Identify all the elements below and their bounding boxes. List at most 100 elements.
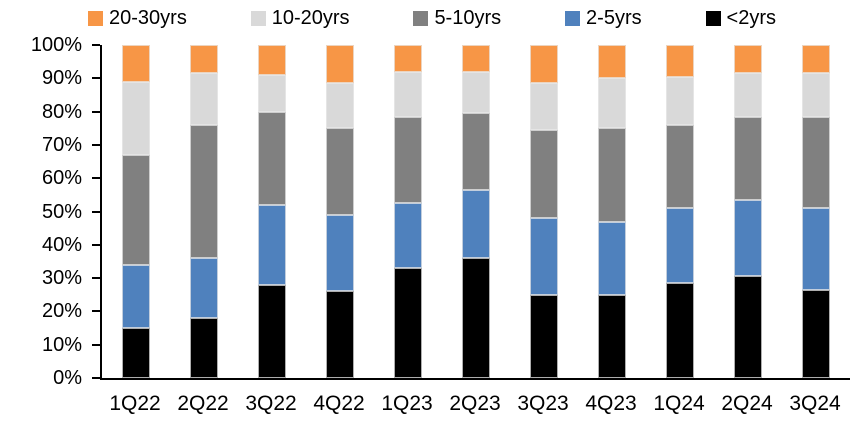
bar-segment-4Q23-2-5yrs — [598, 221, 626, 295]
bar-segment-2Q22-5-10yrs — [190, 124, 218, 259]
bar-segment-1Q23-10-20yrs — [394, 71, 422, 117]
bar-segment-2Q23-2-5yrs — [462, 189, 490, 259]
bar-segment-2Q22-10-20yrs — [190, 73, 218, 125]
y-tick-label: 30% — [41, 267, 82, 290]
bar-column-1Q22 — [102, 45, 170, 378]
y-tick-mark — [92, 243, 100, 246]
bar-segment-1Q22-<2yrs — [122, 328, 150, 378]
bar-column-4Q22 — [306, 45, 374, 378]
legend-label: 5-10yrs — [434, 7, 502, 29]
x-axis-labels: 1Q22 2Q22 3Q22 4Q22 1Q23 2Q23 3Q23 4Q23 1Q24 2Q24… — [101, 391, 849, 417]
bar-2Q23 — [462, 45, 490, 378]
bar-column-3Q24 — [782, 45, 850, 378]
bar-column-2Q23 — [442, 45, 510, 378]
legend-label: 20-30yrs — [109, 7, 187, 29]
bar-segment-3Q24-10-20yrs — [802, 73, 830, 117]
bar-segment-4Q23-10-20yrs — [598, 78, 626, 129]
bar-column-1Q23 — [374, 45, 442, 378]
bar-segment-1Q24-5-10yrs — [666, 124, 694, 209]
legend-marker-icon — [88, 10, 103, 26]
bar-segment-3Q22-<2yrs — [258, 284, 286, 378]
bar-segment-3Q23-5-10yrs — [530, 129, 558, 219]
bar-segment-3Q23-10-20yrs — [530, 83, 558, 130]
bar-1Q22 — [122, 45, 150, 378]
legend-marker-icon — [705, 10, 721, 26]
y-tick-mark — [92, 143, 100, 146]
bar-segment-3Q24-20-30yrs — [802, 45, 830, 74]
legend-label: <2yrs — [726, 7, 776, 29]
bar-segment-1Q22-5-10yrs — [122, 154, 150, 265]
legend-item-4: <2yrs — [705, 6, 776, 30]
bar-segment-1Q22-10-20yrs — [122, 81, 150, 155]
x-tick-label-4Q22: 4Q22 — [313, 392, 365, 415]
bar-segment-1Q24-2-5yrs — [666, 208, 694, 284]
y-tick-label: 50% — [41, 200, 82, 223]
legend-item-0: 20-30yrs — [88, 6, 187, 30]
legend-item-3: 2-5yrs — [565, 6, 642, 30]
bar-segment-3Q23-20-30yrs — [530, 45, 558, 84]
y-tick-mark — [92, 77, 100, 80]
y-tick-mark — [92, 310, 100, 313]
bar-segment-2Q23-5-10yrs — [462, 113, 490, 190]
bar-3Q22 — [258, 45, 286, 378]
bar-segment-1Q22-2-5yrs — [122, 264, 150, 329]
bar-segment-2Q24-10-20yrs — [734, 73, 762, 117]
bar-column-3Q22 — [238, 45, 306, 378]
bar-2Q24 — [734, 45, 762, 378]
y-tick-label: 70% — [41, 133, 82, 156]
bar-column-3Q23 — [510, 45, 578, 378]
bar-4Q23 — [598, 45, 626, 378]
x-tick-label-2Q23: 2Q23 — [449, 392, 501, 415]
y-tick-mark — [92, 44, 100, 46]
bar-segment-1Q23-<2yrs — [394, 268, 422, 378]
bar-4Q22 — [326, 45, 354, 378]
bar-segment-1Q24-20-30yrs — [666, 45, 694, 77]
x-tick-label-2Q24: 2Q24 — [721, 392, 773, 415]
legend-label: 2-5yrs — [586, 7, 642, 29]
legend-marker-icon — [413, 10, 429, 26]
legend: 20-30yrs 10-20yrs 5-10yrs 2-5yrs <2yrs — [88, 6, 776, 30]
bar-segment-1Q24-<2yrs — [666, 283, 694, 378]
legend-marker-icon — [250, 10, 266, 26]
y-tick-mark — [92, 177, 100, 180]
x-tick-label-1Q24: 1Q24 — [653, 392, 705, 415]
x-tick-label-1Q23: 1Q23 — [381, 392, 433, 415]
bar-segment-2Q23-20-30yrs — [462, 45, 490, 72]
bar-segment-2Q23-10-20yrs — [462, 71, 490, 114]
x-tick-label-3Q22: 3Q22 — [245, 392, 297, 415]
bar-segment-1Q24-10-20yrs — [666, 76, 694, 125]
bar-segment-2Q23-<2yrs — [462, 258, 490, 378]
plot-area — [92, 44, 850, 380]
bar-segment-2Q24-5-10yrs — [734, 116, 762, 200]
y-tick-mark — [92, 110, 100, 113]
y-tick-label: 60% — [41, 167, 82, 190]
legend-item-1: 10-20yrs — [250, 6, 350, 30]
bar-segment-2Q22-20-30yrs — [190, 45, 218, 74]
legend-label: 10-20yrs — [271, 7, 350, 29]
y-tick-label: 20% — [41, 300, 82, 323]
bar-column-2Q22 — [170, 45, 238, 378]
bar-3Q23 — [530, 45, 558, 378]
bar-segment-1Q23-20-30yrs — [394, 45, 422, 72]
y-tick-label: 40% — [41, 233, 82, 256]
x-tick-label-4Q23: 4Q23 — [585, 392, 637, 415]
bar-segment-4Q22-2-5yrs — [326, 214, 354, 292]
bar-1Q23 — [394, 45, 422, 378]
bar-segment-4Q23-5-10yrs — [598, 128, 626, 222]
y-tick-label: 90% — [41, 67, 82, 90]
bar-segment-2Q24-2-5yrs — [734, 199, 762, 277]
bar-segment-3Q22-10-20yrs — [258, 75, 286, 112]
x-tick-label-1Q22: 1Q22 — [109, 392, 161, 415]
x-tick-label-3Q24: 3Q24 — [789, 392, 841, 415]
bar-segment-2Q22-2-5yrs — [190, 258, 218, 319]
bar-column-2Q24 — [714, 45, 782, 378]
legend-marker-icon — [565, 10, 581, 26]
bar-segment-4Q22-20-30yrs — [326, 45, 354, 84]
bar-segment-3Q24-2-5yrs — [802, 208, 830, 290]
bar-segment-4Q22-10-20yrs — [326, 83, 354, 129]
y-tick-mark — [92, 277, 100, 280]
bar-segment-3Q22-2-5yrs — [258, 204, 286, 285]
bar-segment-3Q22-5-10yrs — [258, 111, 286, 205]
bar-segment-2Q22-<2yrs — [190, 318, 218, 378]
bar-segment-4Q22-5-10yrs — [326, 128, 354, 215]
